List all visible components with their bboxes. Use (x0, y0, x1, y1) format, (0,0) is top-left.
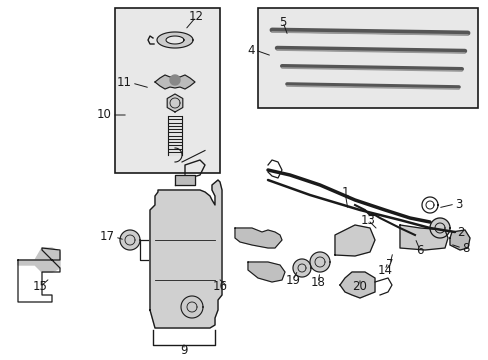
Polygon shape (155, 75, 195, 89)
Text: 15: 15 (33, 280, 47, 293)
Text: 14: 14 (377, 264, 392, 276)
Text: 13: 13 (360, 213, 375, 226)
Text: 4: 4 (247, 44, 254, 57)
Text: 17: 17 (100, 230, 115, 243)
Polygon shape (334, 225, 374, 256)
Polygon shape (167, 94, 183, 112)
Polygon shape (165, 36, 183, 44)
Text: 20: 20 (352, 279, 366, 292)
Text: 10: 10 (97, 108, 112, 122)
Text: 19: 19 (285, 274, 300, 287)
Polygon shape (120, 230, 140, 250)
Text: 7: 7 (386, 257, 393, 270)
Polygon shape (247, 262, 285, 282)
Text: 18: 18 (310, 276, 325, 289)
Bar (258, 8, 477, 108)
Text: 5: 5 (279, 15, 286, 28)
Polygon shape (150, 180, 222, 328)
Text: 11: 11 (117, 77, 132, 90)
Polygon shape (157, 32, 193, 48)
Text: 16: 16 (213, 280, 227, 293)
Bar (115, 8, 220, 173)
Polygon shape (399, 225, 447, 250)
Text: 9: 9 (180, 343, 187, 356)
Text: 6: 6 (415, 243, 423, 256)
Text: 1: 1 (341, 185, 348, 198)
Polygon shape (235, 228, 282, 248)
Text: 2: 2 (456, 225, 464, 238)
Polygon shape (175, 175, 195, 185)
Polygon shape (429, 218, 449, 238)
Polygon shape (170, 75, 180, 85)
Text: 3: 3 (454, 198, 462, 211)
Polygon shape (339, 272, 374, 298)
Text: 8: 8 (461, 242, 468, 255)
Polygon shape (292, 259, 310, 277)
Polygon shape (181, 296, 203, 318)
Polygon shape (309, 252, 329, 272)
Text: 12: 12 (188, 10, 203, 23)
Polygon shape (449, 230, 469, 250)
Polygon shape (18, 248, 60, 272)
